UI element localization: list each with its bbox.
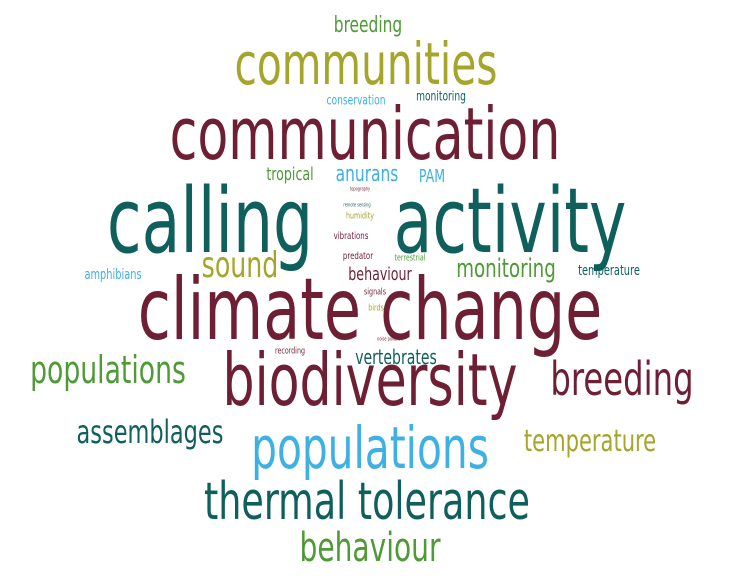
word-noise-pollution: noise pollution <box>377 336 403 343</box>
word-temperature-small: temperature <box>578 263 640 279</box>
word-predator: predator <box>342 251 374 262</box>
word-behaviour-large: behaviour <box>299 525 441 571</box>
word-remote-sensing: remote sensing <box>343 202 371 209</box>
word-terrestrial: terrestrial <box>394 253 426 264</box>
word-biodiversity: biodiversity <box>222 338 518 422</box>
word-behaviour-small: behaviour <box>348 264 412 285</box>
word-communication: communication <box>169 92 561 176</box>
word-tropical: tropical <box>266 164 314 185</box>
word-activity: activity <box>393 169 627 274</box>
word-birds: birds <box>368 303 384 314</box>
word-conservation: conservation <box>326 93 386 109</box>
word-calling: calling <box>106 169 314 274</box>
word-anurans: anurans <box>335 162 399 187</box>
word-vibrations: vibrations <box>333 231 369 242</box>
word-recording: recording <box>275 346 305 357</box>
word-humidity: humidity <box>346 211 374 222</box>
word-thermal-tolerance: thermal tolerance <box>203 472 531 532</box>
word-vertebrates: vertebrates <box>355 345 437 369</box>
word-signals: signals <box>364 287 386 298</box>
word-temperature-large: temperature <box>523 424 657 459</box>
word-communities: communities <box>234 30 498 98</box>
word-populations-left: populations <box>30 348 186 392</box>
word-amphibians: amphibians <box>84 267 142 283</box>
word-breeding-large: breeding <box>550 352 694 406</box>
word-populations-center: populations <box>251 414 489 482</box>
word-pam: PAM <box>418 166 446 187</box>
word-climate-change: climate change <box>137 260 603 360</box>
word-assemblages: assemblages <box>76 413 224 451</box>
word-breeding-small: breeding <box>333 13 403 38</box>
word-monitoring: monitoring <box>456 254 556 284</box>
word-sound: sound <box>201 245 279 286</box>
word-topography: topography <box>349 186 371 193</box>
word-monitoring-small: monitoring <box>416 89 466 105</box>
